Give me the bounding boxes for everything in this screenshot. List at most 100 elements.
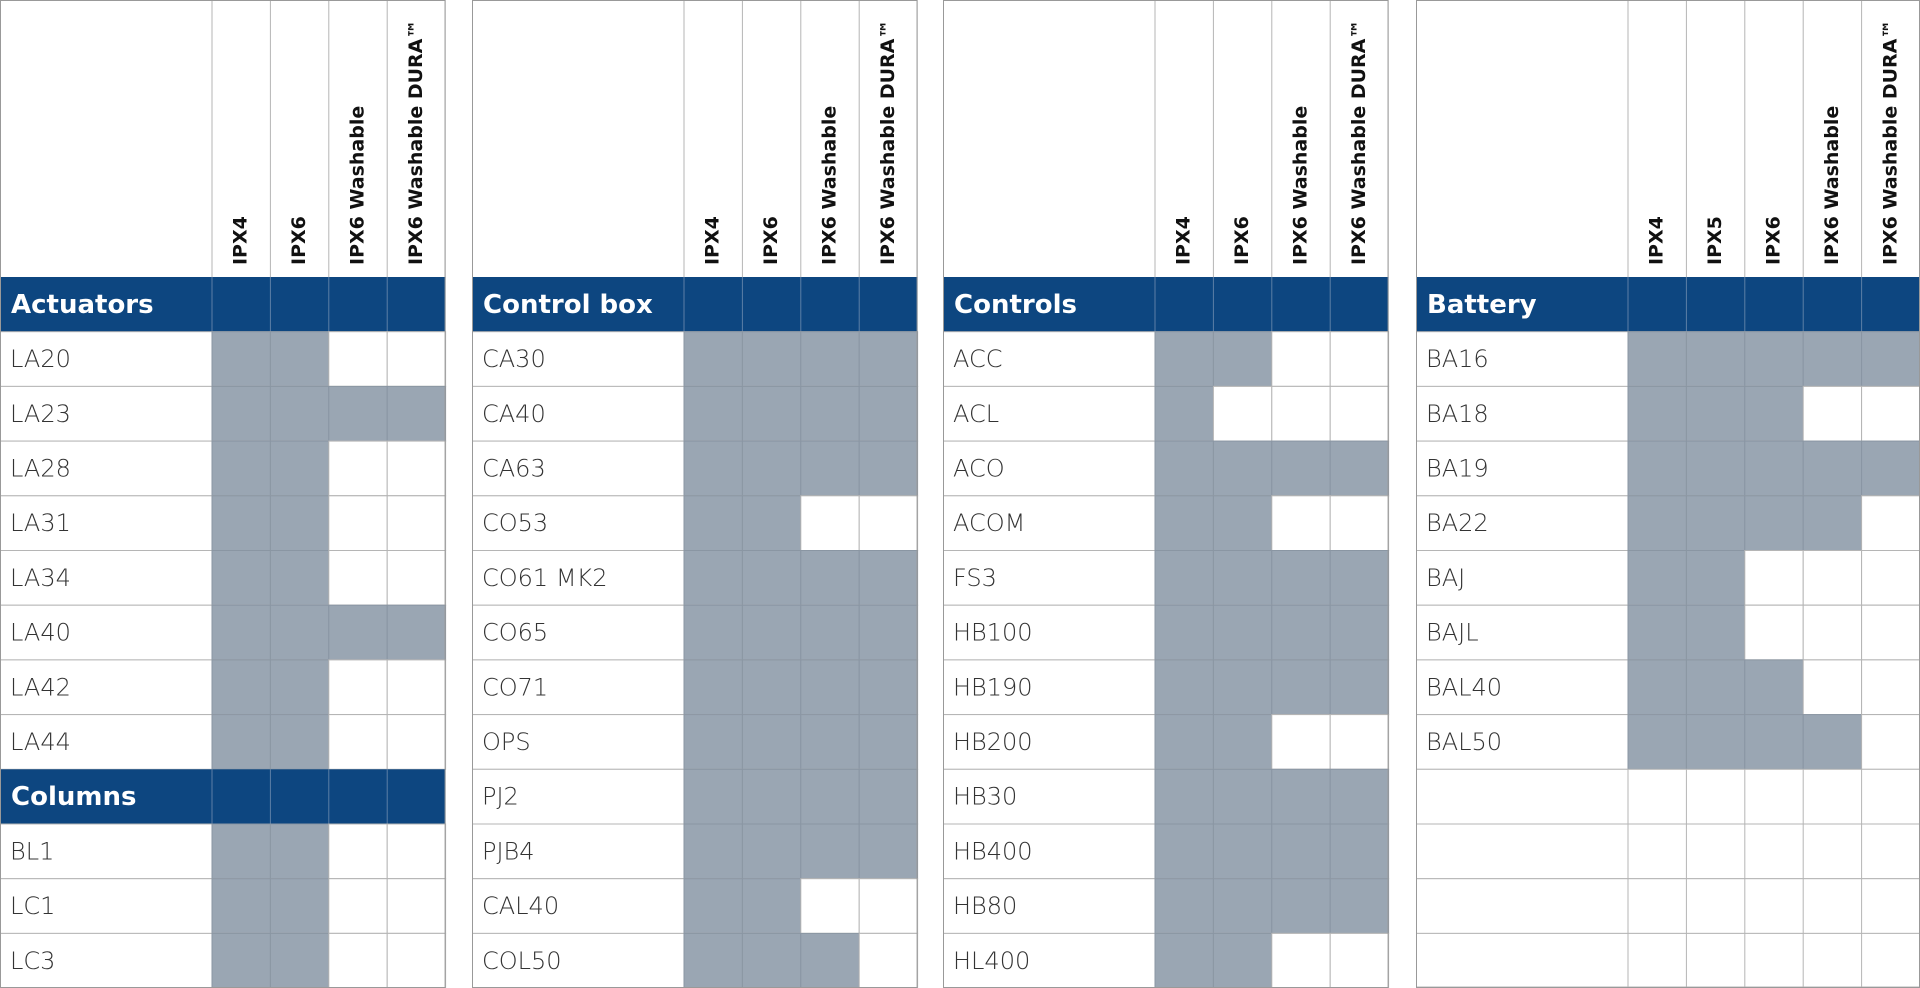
filled-cell	[1329, 440, 1390, 497]
filled-cell	[858, 604, 919, 661]
empty-cell	[328, 550, 388, 606]
empty-cell	[1212, 385, 1273, 442]
filled-cell	[269, 440, 330, 497]
empty-cell	[1329, 714, 1390, 770]
filled-cell	[269, 659, 330, 716]
empty-cell	[1802, 550, 1863, 606]
empty-cell	[1271, 331, 1331, 387]
empty-cell	[1271, 385, 1331, 442]
table-panel: IPX4 IPX5 IPX6 IPX6 Washable IPX6 Washable D…	[1416, 0, 1920, 988]
filled-cell	[1212, 659, 1273, 716]
filled-cell	[211, 659, 271, 716]
product-name: BAJL	[1426, 619, 1479, 647]
empty-cell	[328, 932, 388, 988]
empty-cell	[386, 823, 447, 880]
column-header: IPX6 Washable DURA™	[405, 20, 427, 265]
filled-cell	[386, 385, 447, 442]
header-area	[943, 0, 1389, 278]
product-name: LA40	[10, 619, 71, 647]
column-header: IPX4	[1173, 216, 1195, 265]
filled-cell	[269, 823, 330, 880]
filled-cell	[269, 495, 330, 551]
filled-cell	[858, 331, 919, 387]
column-header: IPX4	[702, 216, 724, 265]
filled-cell	[800, 932, 860, 988]
column-header: IPX6 Washable	[1290, 106, 1312, 265]
filled-cell	[1744, 495, 1804, 551]
empty-cell	[1329, 331, 1390, 387]
filled-cell	[1212, 550, 1273, 606]
filled-cell	[211, 495, 271, 551]
filled-cell	[800, 659, 860, 716]
filled-cell	[741, 495, 802, 551]
filled-cell	[683, 714, 743, 770]
section-header	[0, 769, 446, 824]
section-title: Columns	[11, 782, 136, 812]
filled-cell	[1802, 495, 1863, 551]
filled-cell	[683, 768, 743, 825]
product-name: LA44	[10, 728, 71, 756]
empty-cell	[1271, 932, 1331, 988]
empty-cell	[858, 495, 919, 551]
filled-cell	[1271, 823, 1331, 880]
empty-cell	[858, 878, 919, 934]
filled-cell	[800, 440, 860, 497]
product-name: CA63	[482, 454, 546, 482]
filled-cell	[1212, 823, 1273, 880]
product-name: LA28	[10, 454, 71, 482]
filled-cell	[800, 823, 860, 880]
empty-cell	[328, 495, 388, 551]
product-name: CO53	[482, 509, 548, 537]
section-title: Actuators	[11, 290, 154, 320]
product-name: BA19	[1426, 454, 1489, 482]
filled-cell	[1685, 331, 1746, 387]
filled-cell	[800, 768, 860, 825]
empty-cell	[328, 331, 388, 387]
filled-cell	[1154, 823, 1214, 880]
filled-cell	[800, 550, 860, 606]
product-name: LA20	[10, 345, 71, 373]
filled-cell	[741, 604, 802, 661]
filled-cell	[1685, 550, 1746, 606]
filled-cell	[269, 932, 330, 988]
filled-cell	[858, 768, 919, 825]
column-header: IPX6 Washable	[1821, 106, 1843, 265]
table-panel: IPX4 IPX6 IPX6 Washable IPX6 Washable DURA™…	[0, 0, 447, 988]
filled-cell	[1744, 385, 1804, 442]
filled-cell	[1154, 878, 1214, 934]
filled-cell	[1685, 495, 1746, 551]
filled-cell	[1627, 495, 1687, 551]
product-name: ACC	[953, 345, 1003, 373]
product-name: HB190	[953, 673, 1033, 701]
product-name: BAL40	[1426, 673, 1502, 701]
filled-cell	[1627, 331, 1687, 387]
product-name: ACL	[953, 400, 999, 428]
filled-cell	[800, 604, 860, 661]
filled-cell	[1685, 659, 1746, 716]
filled-cell	[1271, 550, 1331, 606]
column-header: IPX6 Washable	[347, 106, 369, 265]
filled-cell	[683, 878, 743, 934]
empty-cell	[386, 495, 447, 551]
header-area	[1416, 0, 1920, 278]
blank-row	[1416, 768, 1920, 825]
filled-cell	[1212, 495, 1273, 551]
column-header: IPX6 Washable DURA™	[1348, 20, 1370, 265]
filled-cell	[1154, 385, 1214, 442]
column-header: IPX4	[230, 216, 252, 265]
filled-cell	[1212, 714, 1273, 770]
filled-cell	[858, 659, 919, 716]
product-name: COL50	[482, 947, 562, 975]
empty-cell	[328, 440, 388, 497]
product-name: CO61 MK2	[482, 564, 608, 592]
filled-cell	[1627, 440, 1687, 497]
product-name: BA22	[1426, 509, 1489, 537]
empty-cell	[1271, 714, 1331, 770]
filled-cell	[741, 550, 802, 606]
filled-cell	[683, 331, 743, 387]
section-header	[0, 277, 446, 332]
filled-cell	[1329, 550, 1390, 606]
filled-cell	[1212, 604, 1273, 661]
product-name: LA42	[10, 673, 71, 701]
filled-cell	[1744, 714, 1804, 770]
